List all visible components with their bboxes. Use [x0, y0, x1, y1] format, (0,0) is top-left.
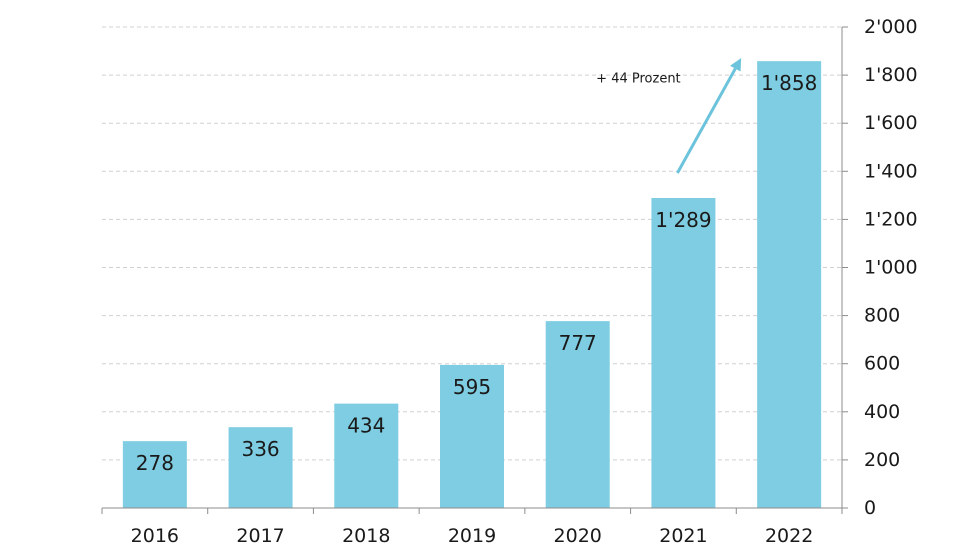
- x-tick-label: 2021: [659, 525, 707, 547]
- bar: [122, 441, 187, 508]
- y-tick-label: 0: [864, 497, 876, 519]
- labels: 0 200 400 600 800 1'000 1'200 1'400 1'600 1'800 2'…: [131, 16, 918, 547]
- bar-value-label: 777: [559, 331, 597, 355]
- annotation-label: + 44 Prozent: [596, 72, 680, 87]
- y-tick-label: 600: [864, 353, 900, 375]
- y-tick-label: 400: [864, 401, 900, 423]
- bar-value-label: 1'289: [655, 208, 711, 232]
- bar-value-label: 278: [136, 451, 174, 475]
- axes: [101, 26, 848, 514]
- bar-value-label: 434: [347, 414, 385, 438]
- bar-value-label: 595: [453, 375, 491, 399]
- growth-annotation: + 44 Prozent: [596, 58, 742, 174]
- y-tick-label: 1'200: [864, 208, 918, 230]
- y-tick-label: 1'000: [864, 257, 918, 279]
- bar: [440, 364, 504, 508]
- annotation-arrow-head: [730, 58, 742, 72]
- y-tick-label: 2'000: [864, 16, 918, 38]
- bar: [545, 321, 610, 508]
- y-tick-label: 200: [864, 449, 900, 471]
- bars: [122, 61, 822, 509]
- y-tick-label: 1'800: [864, 64, 918, 86]
- x-tick-label: 2018: [342, 525, 390, 547]
- bar: [757, 61, 822, 508]
- bar-value-label: 336: [241, 437, 279, 461]
- x-tick-label: 2020: [554, 525, 602, 547]
- bar: [228, 427, 293, 508]
- x-tick-label: 2016: [131, 525, 179, 547]
- y-tick-label: 800: [864, 305, 900, 327]
- y-tick-label: 1'400: [864, 160, 918, 182]
- grid-lines: [102, 26, 842, 461]
- y-tick-label: 1'600: [864, 112, 918, 134]
- bar: [651, 197, 716, 509]
- x-tick-label: 2019: [448, 525, 496, 547]
- annotation-arrow-shaft: [676, 67, 737, 174]
- x-tick-label: 2022: [765, 525, 813, 547]
- bar: [334, 403, 399, 508]
- bar-value-label: 1'858: [761, 71, 817, 95]
- x-tick-label: 2017: [236, 525, 284, 547]
